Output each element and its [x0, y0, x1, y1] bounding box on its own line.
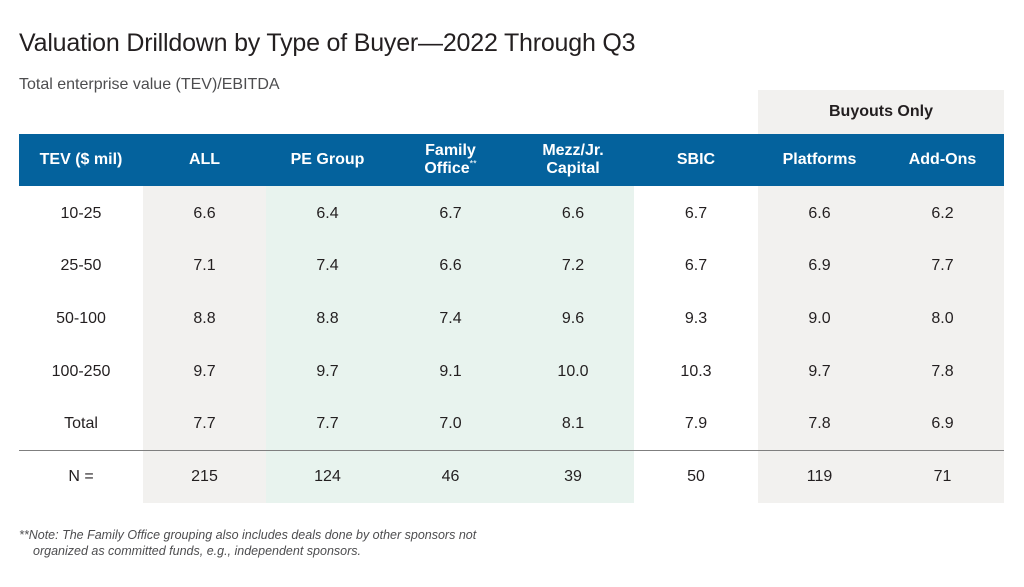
table-cell: 10.3 [680, 363, 712, 380]
table-cell: 7.1 [193, 257, 216, 274]
row-label: Total [64, 415, 98, 432]
table-cell: 7.4 [439, 310, 462, 327]
header-mezz-line2: Capital [546, 160, 600, 177]
table-cell: 9.1 [439, 363, 462, 380]
table-cell: 6.9 [808, 257, 831, 274]
chart-title: Valuation Drilldown by Type of Buyer—202… [19, 29, 636, 57]
header-mezz-capital: Mezz/Jr. Capital [512, 134, 634, 186]
table-cell: 10.0 [557, 363, 589, 380]
row-label: 25-50 [60, 257, 102, 274]
table-cell: 8.8 [193, 310, 216, 327]
footnote-mark: ** [469, 158, 477, 169]
table-cell: 39 [564, 468, 582, 485]
table-cell: 46 [441, 468, 460, 485]
table-cell: 6.6 [439, 257, 462, 274]
table-cell: 6.6 [193, 205, 216, 222]
table-cell: 8.0 [931, 310, 954, 327]
row-label: 10-25 [60, 205, 102, 222]
buyouts-only-group-header: Buyouts Only [828, 103, 933, 120]
header-tev: TEV ($ mil) [19, 134, 143, 186]
table-cell: 6.6 [808, 205, 831, 222]
header-sbic: SBIC [634, 134, 758, 186]
header-family-office: Family Office** [389, 134, 512, 186]
footnote-line-2: organized as committed funds, e.g., inde… [33, 544, 361, 558]
header-mezz-line1: Mezz/Jr. [542, 142, 604, 159]
table-cell: 9.3 [684, 310, 708, 327]
table-cell: 6.2 [931, 205, 954, 222]
row-label: N = [68, 468, 94, 485]
row-label: 50-100 [56, 310, 106, 327]
table-cell: 7.2 [561, 257, 585, 274]
table-cell: 8.8 [316, 310, 339, 327]
chart-subtitle: Total enterprise value (TEV)/EBITDA [19, 76, 280, 93]
table-cell: 9.6 [561, 310, 585, 327]
table-cell: 7.7 [931, 257, 954, 274]
table-cell: 9.7 [316, 363, 339, 380]
footnote-line-1: **Note: The Family Office grouping also … [19, 528, 477, 542]
table-cell: 6.7 [684, 205, 708, 222]
header-tev-label: TEV ($ mil) [39, 151, 123, 168]
header-pe-group-label: PE Group [290, 151, 365, 168]
table-cell: 7.9 [684, 415, 708, 432]
table-cell: 7.8 [808, 415, 831, 432]
table-cell: 9.7 [808, 363, 831, 380]
total-divider-line [19, 450, 1004, 451]
table-cell: 71 [933, 468, 952, 485]
table-cell: 7.7 [193, 415, 216, 432]
table-header-bar [19, 134, 1004, 186]
table-cell: 124 [314, 468, 341, 485]
footnote: **Note: The Family Office grouping also … [19, 527, 476, 559]
table-cell: 7.8 [931, 363, 954, 380]
table-cell: 119 [806, 468, 833, 485]
table-cell: 7.0 [439, 415, 462, 432]
table-cell: 6.6 [561, 205, 585, 222]
table-cell: 6.9 [931, 415, 954, 432]
header-platforms-label: Platforms [782, 151, 857, 168]
header-pe-group: PE Group [266, 134, 389, 186]
table-cell: 6.7 [439, 205, 462, 222]
row-label: 100-250 [51, 363, 111, 380]
header-add-ons: Add-Ons [881, 134, 1004, 186]
header-family-office-line1: Family [425, 142, 476, 159]
table-cell: 7.7 [316, 415, 339, 432]
table-cell: 215 [191, 468, 218, 485]
table-cell: 9.7 [193, 363, 216, 380]
table-cell: 7.4 [316, 257, 339, 274]
header-all-label: ALL [188, 151, 221, 168]
header-all: ALL [143, 134, 266, 186]
table-cell: 50 [687, 468, 705, 485]
table-cell: 6.7 [684, 257, 708, 274]
header-sbic-label: SBIC [676, 151, 716, 168]
table-cell: 8.1 [561, 415, 585, 432]
header-platforms: Platforms [758, 134, 881, 186]
table-cell: 9.0 [808, 310, 831, 327]
table-cell: 6.4 [316, 205, 339, 222]
header-family-office-line2: Office** [424, 158, 477, 177]
header-add-ons-label: Add-Ons [908, 151, 977, 168]
